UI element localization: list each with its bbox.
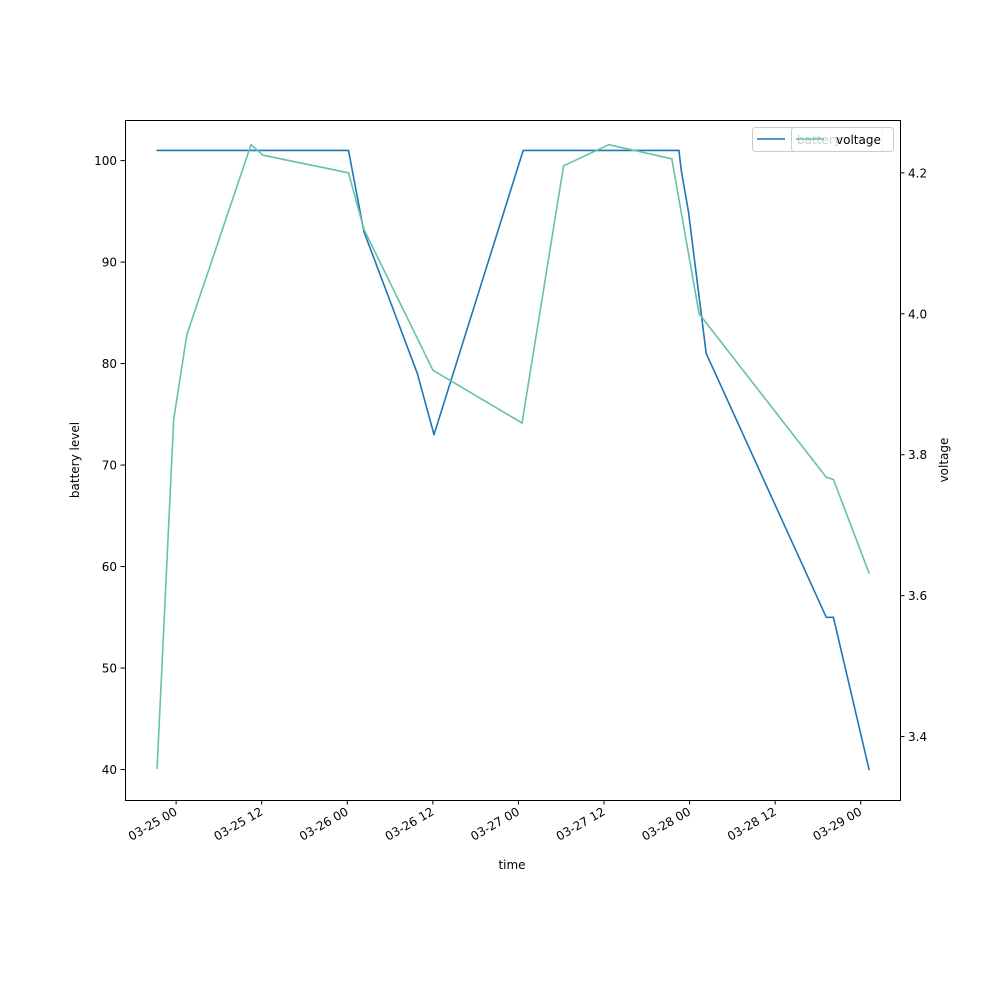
x-tick-label-2: 03-26 00 xyxy=(297,804,351,843)
data-point-voltage-0 xyxy=(156,767,158,770)
y-axis-label: battery level xyxy=(68,422,82,498)
data-point-voltage-1 xyxy=(172,418,175,421)
x-tick-label-0: 03-25 00 xyxy=(126,804,180,843)
data-point-battery-1 xyxy=(347,149,350,152)
y2-tick-label-4: 4.2 xyxy=(908,166,927,180)
x-tick-label-5: 03-27 12 xyxy=(554,804,608,843)
x-tick-label-4: 03-27 00 xyxy=(468,804,522,843)
data-point-voltage-7 xyxy=(432,369,434,372)
x-tick-label-8: 03-29 00 xyxy=(811,804,865,843)
data-point-voltage-15 xyxy=(868,572,870,574)
data-point-battery-4 xyxy=(433,433,435,436)
y-tick-label-0: 40 xyxy=(102,763,117,777)
series-line-voltage xyxy=(156,143,870,769)
y2-tick-label-1: 3.6 xyxy=(908,589,927,603)
data-point-voltage-12 xyxy=(698,313,700,315)
y2-tick-label-0: 3.4 xyxy=(908,730,927,744)
data-point-voltage-4 xyxy=(262,154,264,156)
y-tick-label-6: 100 xyxy=(94,154,117,168)
data-point-battery-3 xyxy=(416,372,419,375)
series-layer xyxy=(156,143,870,771)
x-tick-label-6: 03-28 00 xyxy=(639,804,693,843)
data-point-voltage-11 xyxy=(671,158,673,160)
data-point-battery-11 xyxy=(832,616,835,619)
data-point-voltage-10 xyxy=(608,143,610,146)
data-point-voltage-5 xyxy=(347,172,350,174)
data-point-voltage-13 xyxy=(825,476,828,479)
y2-tick-label-2: 3.8 xyxy=(908,448,927,462)
data-point-battery-5 xyxy=(522,149,524,152)
data-point-battery-6 xyxy=(678,149,680,152)
data-point-battery-12 xyxy=(868,768,870,771)
y-tick-label-5: 90 xyxy=(102,256,117,270)
data-point-voltage-3 xyxy=(250,143,252,146)
legend-voltage-label: voltage xyxy=(836,133,881,147)
y2-axis-label: voltage xyxy=(937,438,951,483)
data-point-battery-10 xyxy=(825,616,828,619)
y-axis-left: 40 50 60 70 80 90 100 xyxy=(94,154,125,777)
x-axis: 03-25 00 03-25 12 03-26 00 03-26 12 03-27 00… xyxy=(126,800,864,844)
data-point-voltage-2 xyxy=(186,334,188,336)
x-tick-label-3: 03-26 12 xyxy=(383,804,437,843)
legend-voltage: voltage xyxy=(791,127,894,152)
x-tick-label-1: 03-25 12 xyxy=(211,804,265,843)
legend-voltage-box xyxy=(791,127,894,152)
x-axis-label: time xyxy=(498,858,525,872)
y-tick-label-1: 50 xyxy=(102,662,117,676)
y2-tick-label-3: 4.0 xyxy=(908,307,927,321)
data-point-voltage-9 xyxy=(562,165,565,167)
y-tick-label-3: 70 xyxy=(102,459,117,473)
data-point-battery-8 xyxy=(687,210,690,213)
x-tick-label-7: 03-28 12 xyxy=(725,804,779,843)
data-point-battery-0 xyxy=(156,149,158,152)
data-point-voltage-8 xyxy=(521,422,523,424)
y-tick-label-2: 60 xyxy=(102,560,117,574)
y-tick-label-4: 80 xyxy=(102,357,117,371)
data-point-voltage-14 xyxy=(832,478,835,481)
data-point-voltage-6 xyxy=(363,228,365,230)
series-line-battery xyxy=(157,149,870,770)
data-point-battery-7 xyxy=(680,169,683,172)
plot-frame xyxy=(125,120,901,801)
data-point-battery-9 xyxy=(705,352,707,355)
y-axis-right: 3.4 3.6 3.8 4.0 4.2 xyxy=(900,166,927,744)
